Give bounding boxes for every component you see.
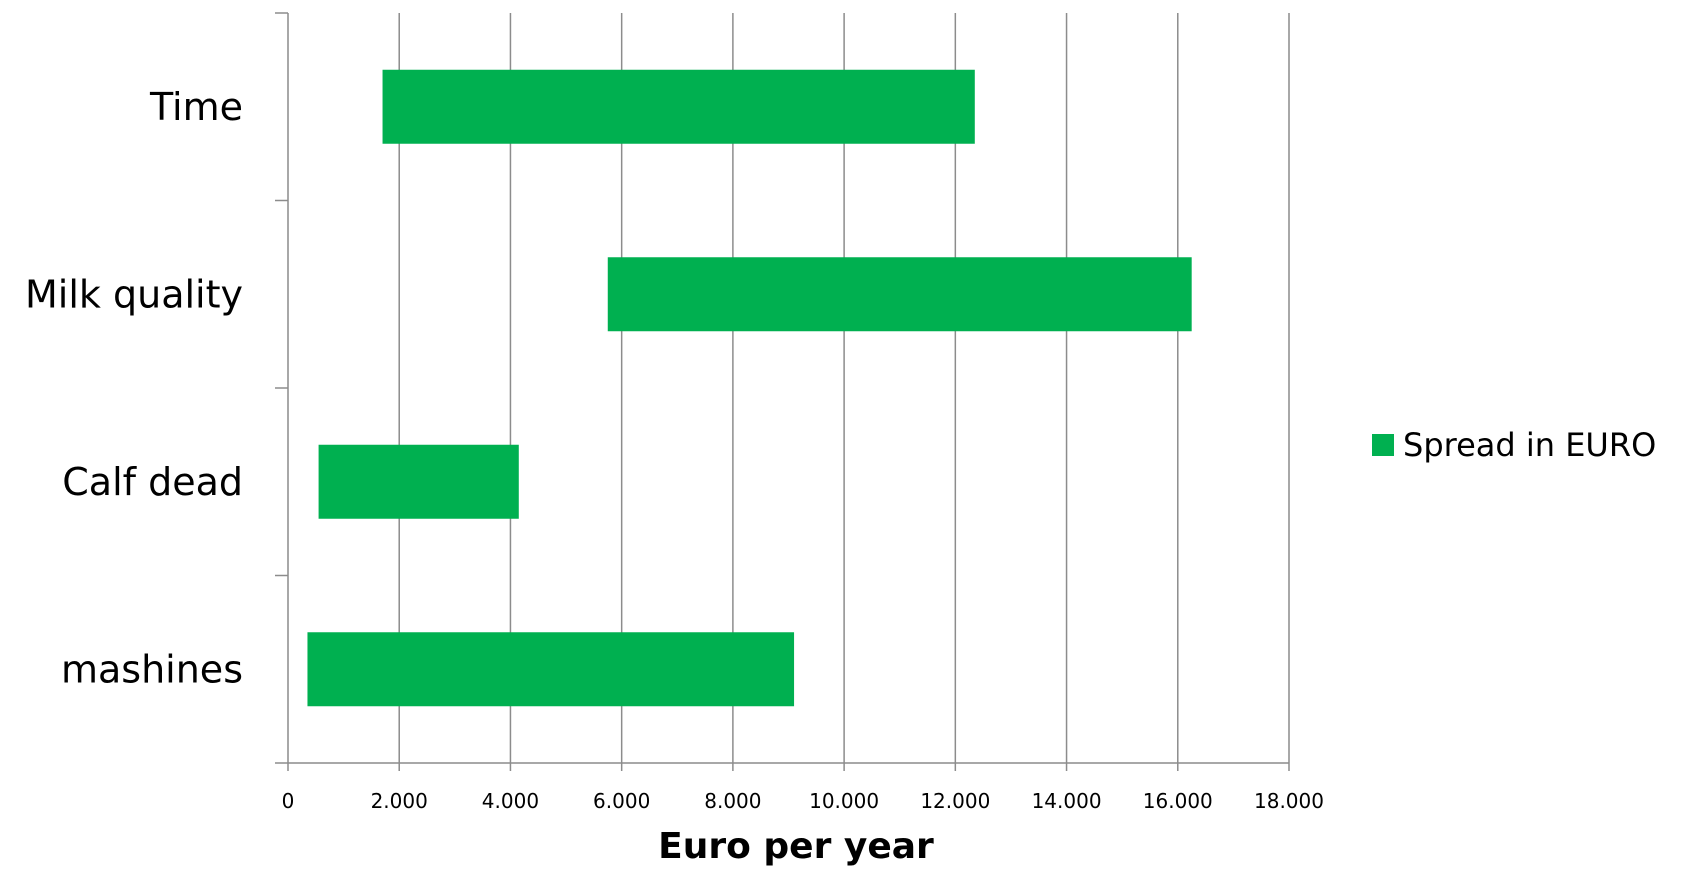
x-tick-labels: 0 2.000 4.000 6.000 8.000 10.000 12.000 14.000 1… [282, 789, 1324, 813]
axes [275, 12, 1290, 771]
category-label: mashines [61, 647, 243, 691]
bar [382, 69, 975, 144]
x-tick-label: 8.000 [704, 789, 761, 813]
bar [607, 257, 1192, 332]
x-tick-label: 18.000 [1254, 789, 1324, 813]
x-tick-label: 6.000 [593, 789, 650, 813]
x-tick-label: 0 [282, 789, 295, 813]
bar [307, 632, 795, 707]
category-labels: Time Milk quality Calf dead mashines [25, 85, 243, 692]
bars [307, 69, 1192, 707]
category-label: Calf dead [62, 460, 243, 504]
x-axis-title: Euro per year [658, 826, 934, 867]
category-label: Time [149, 85, 243, 129]
legend: Spread in EURO [1372, 426, 1656, 464]
x-tick-label: 14.000 [1032, 789, 1102, 813]
legend-label: Spread in EURO [1403, 426, 1656, 464]
category-label: Milk quality [25, 272, 243, 316]
x-tick-label: 4.000 [482, 789, 539, 813]
bar [318, 444, 519, 519]
legend-swatch [1372, 434, 1394, 456]
x-tick-label: 2.000 [371, 789, 428, 813]
x-tick-label: 10.000 [809, 789, 879, 813]
x-tick-label: 16.000 [1143, 789, 1213, 813]
x-tick-label: 12.000 [920, 789, 990, 813]
